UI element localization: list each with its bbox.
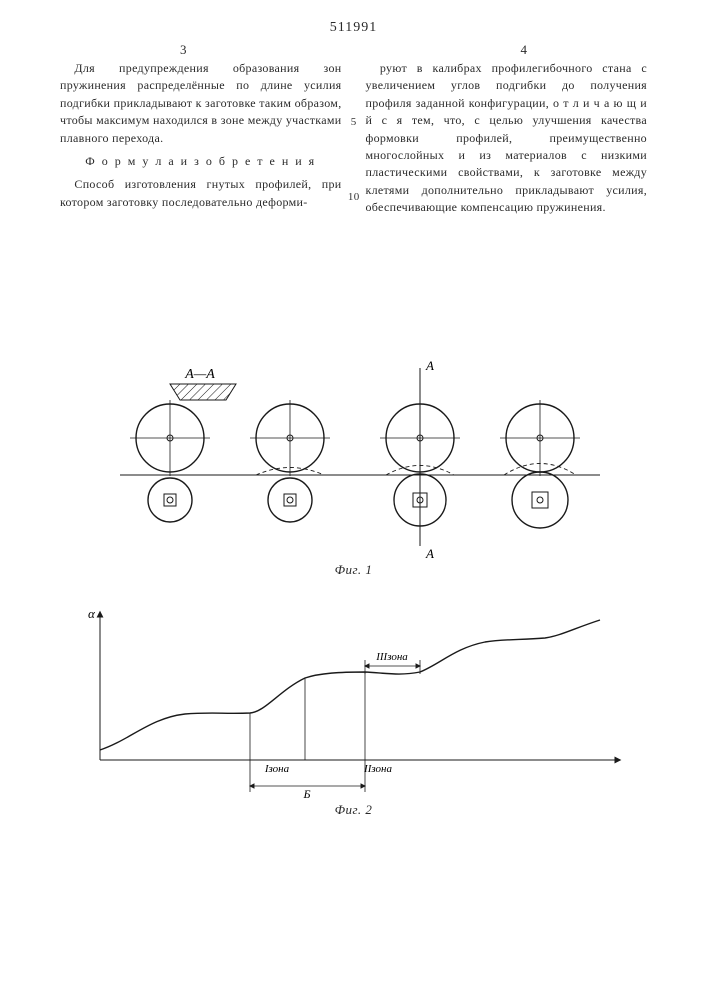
section-label: А—А (184, 367, 215, 382)
formula-title: Ф о р м у л а и з о б р е т е н и я (60, 153, 342, 170)
figure-2-caption: Фиг. 2 (0, 802, 707, 818)
zone-3-label: IIIзона (375, 651, 408, 663)
curve (100, 620, 600, 750)
figure-1-caption: Фиг. 1 (0, 562, 707, 578)
line-number-10: 10 (348, 190, 360, 206)
left-column: Для предупреждения образования зон пружи… (60, 60, 342, 223)
figure-1-svg: А—А (0, 360, 707, 560)
document-number: 511991 (60, 20, 647, 36)
left-para-1: Для предупреждения образования зон пружи… (60, 60, 342, 147)
column-number-right: 4 (521, 42, 528, 58)
text-columns: Для предупреждения образования зон пружи… (60, 60, 647, 223)
section-a-top: А (425, 360, 434, 373)
dim-b-label: Б (302, 787, 310, 800)
roll-pair-4 (500, 400, 580, 528)
figure-1: А—А (0, 360, 707, 590)
right-para-1: руют в калибрах профилегибочного стана с… (366, 60, 648, 217)
axis-y-label: α (88, 606, 96, 621)
column-number-left: 3 (180, 42, 187, 58)
figure-2: α IIIзона Iзона IIзона Б Фиг. 2 (0, 600, 707, 800)
right-column: руют в калибрах профилегибочного стана с… (366, 60, 648, 223)
section-a-bot: А (425, 546, 434, 560)
line-number-5: 5 (351, 115, 357, 131)
figure-2-svg: α IIIзона Iзона IIзона Б (0, 600, 707, 800)
roll-pair-1 (130, 400, 210, 522)
zone-1-label: Iзона (264, 763, 290, 775)
zone-2-label: IIзона (363, 763, 392, 775)
left-para-2: Способ изготовления гнутых профилей, при… (60, 176, 342, 211)
roll-pair-2 (250, 400, 330, 522)
